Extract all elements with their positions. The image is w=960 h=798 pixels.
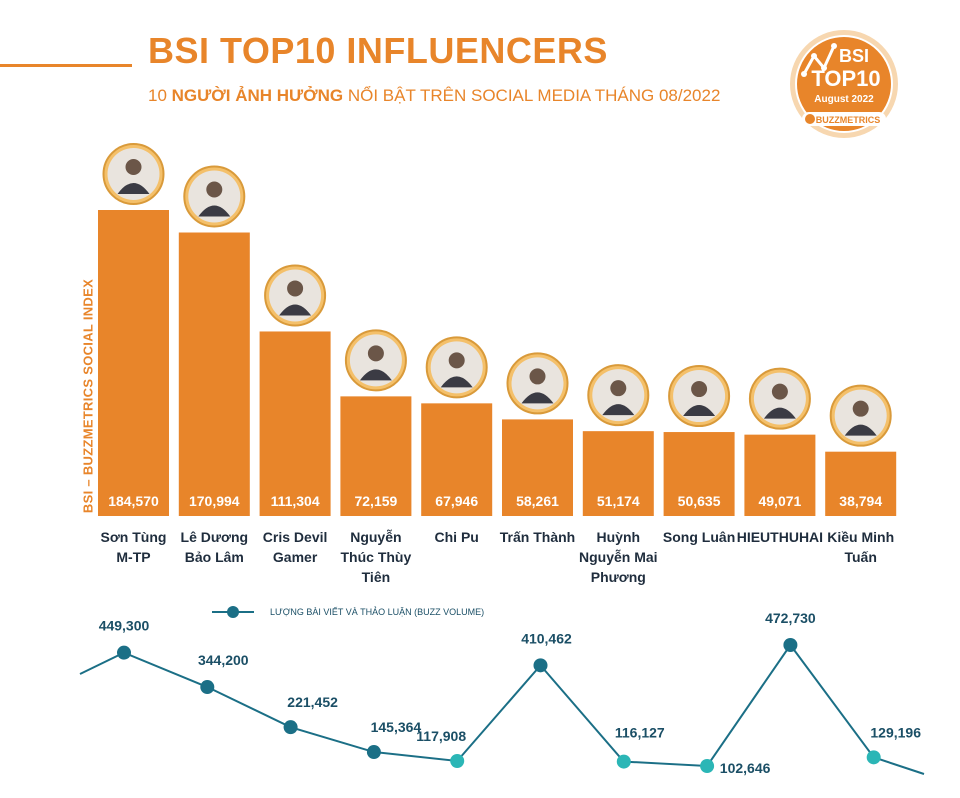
line-value-label: 410,462 bbox=[521, 630, 572, 646]
bar bbox=[582, 431, 654, 516]
category-label: Trấn Thành bbox=[500, 529, 575, 545]
bar bbox=[663, 432, 735, 516]
line-value-label: 116,127 bbox=[615, 725, 665, 741]
line-point bbox=[533, 658, 548, 673]
bar-value-label: 72,159 bbox=[354, 493, 397, 509]
line-value-label: 344,200 bbox=[198, 652, 249, 668]
line-value-label: 449,300 bbox=[99, 618, 150, 634]
portrait-icon bbox=[763, 383, 796, 419]
badge-line1: BSI bbox=[839, 46, 869, 66]
bar bbox=[340, 396, 412, 516]
title-rule bbox=[0, 64, 132, 67]
bar bbox=[744, 434, 816, 516]
category-label: Song Luân bbox=[663, 529, 735, 545]
line-point bbox=[366, 745, 381, 760]
category-label: Cris Devil bbox=[263, 529, 328, 545]
portrait-icon bbox=[117, 159, 150, 194]
category-label: Kiều Minh bbox=[827, 529, 894, 545]
line-point bbox=[283, 720, 298, 735]
avatar bbox=[264, 264, 327, 327]
bar-value-label: 111,304 bbox=[271, 493, 320, 509]
line-value-label: 472,730 bbox=[765, 610, 816, 626]
category-label: M-TP bbox=[116, 549, 150, 565]
trend-icon bbox=[802, 45, 836, 75]
buzzmetrics-logo-icon bbox=[805, 114, 815, 124]
line-point bbox=[783, 638, 798, 652]
line-lead-in bbox=[79, 651, 125, 675]
category-label: Nguyễn bbox=[350, 529, 401, 545]
bar-chart: 184,570 Sơn Tùng M-TP 170,994 Lê Dương Bảo Lâ… bbox=[98, 143, 897, 585]
bar-value-label: 38,794 bbox=[839, 493, 882, 509]
avatar bbox=[425, 336, 488, 399]
line-lead-out bbox=[873, 756, 925, 775]
category-label: Thúc Thùy bbox=[341, 549, 412, 565]
line-legend: LƯỢNG BÀI VIẾT VÀ THẢO LUẬN (BUZZ VOLUME… bbox=[212, 604, 484, 620]
avatar bbox=[344, 329, 407, 392]
bar bbox=[259, 331, 331, 516]
page-subtitle: 10 NGƯỜI ẢNH HƯỞNG NỔI BẬT TRÊN SOCIAL M… bbox=[148, 86, 720, 106]
bar bbox=[421, 403, 493, 516]
portrait-icon bbox=[359, 345, 392, 381]
line-value-label: 102,646 bbox=[720, 760, 771, 776]
category-label: Nguyễn Mai bbox=[579, 549, 658, 565]
bar-value-label: 58,261 bbox=[516, 493, 559, 509]
bar bbox=[825, 451, 897, 516]
portrait-icon bbox=[521, 368, 554, 404]
subtitle-prefix: 10 bbox=[148, 86, 172, 105]
avatar bbox=[183, 165, 246, 228]
portrait-icon bbox=[198, 181, 231, 217]
category-label: HIEUTHUHAI bbox=[737, 529, 823, 545]
line-value-label: 221,452 bbox=[287, 694, 338, 710]
subtitle-bold: NGƯỜI ẢNH HƯỞNG bbox=[171, 86, 344, 105]
category-label: Tuấn bbox=[844, 549, 876, 565]
line-value-label: 117,908 bbox=[416, 728, 466, 744]
category-label: Huỳnh bbox=[597, 529, 641, 545]
line-point bbox=[700, 759, 715, 773]
avatar bbox=[587, 364, 650, 427]
line-point bbox=[117, 645, 131, 660]
category-label: Phương bbox=[591, 569, 646, 585]
avatar bbox=[829, 384, 892, 447]
bar bbox=[178, 232, 250, 516]
category-label: Chi Pu bbox=[435, 529, 479, 545]
category-label: Bảo Lâm bbox=[185, 549, 244, 565]
portrait-icon bbox=[602, 380, 635, 416]
category-label: Sơn Tùng bbox=[101, 529, 167, 545]
badge-line3: August 2022 bbox=[814, 94, 874, 105]
portrait-icon bbox=[440, 352, 473, 388]
page-title: BSI TOP10 INFLUENCERS bbox=[148, 30, 608, 71]
line-point bbox=[866, 750, 881, 765]
line-point bbox=[450, 754, 465, 769]
bar-value-label: 184,570 bbox=[108, 493, 159, 509]
bar-value-label: 67,946 bbox=[435, 493, 478, 509]
category-label: Tiên bbox=[362, 569, 391, 585]
bar-value-label: 51,174 bbox=[597, 493, 640, 509]
line-point bbox=[200, 680, 215, 695]
line-value-label: 129,196 bbox=[870, 724, 921, 740]
bar-value-label: 170,994 bbox=[189, 493, 240, 509]
badge-brand: BUZZMETRICS bbox=[816, 115, 881, 125]
category-label: Gamer bbox=[273, 549, 318, 565]
line-value-label: 145,364 bbox=[371, 719, 422, 735]
subtitle-suffix: NỔI BẬT TRÊN SOCIAL MEDIA THÁNG 08/2022 bbox=[343, 86, 721, 105]
line-point bbox=[616, 754, 631, 769]
avatar bbox=[748, 367, 811, 430]
badge-line2: TOP10 bbox=[811, 66, 880, 91]
bar bbox=[98, 210, 169, 516]
avatar bbox=[668, 365, 731, 428]
category-label: Lê Dương bbox=[181, 529, 249, 545]
portrait-icon bbox=[683, 381, 716, 417]
legend-label: LƯỢNG BÀI VIẾT VÀ THẢO LUẬN (BUZZ VOLUME… bbox=[270, 607, 485, 617]
bar bbox=[502, 419, 573, 516]
legend-marker-icon bbox=[212, 606, 254, 618]
bar-value-label: 49,071 bbox=[758, 493, 801, 509]
buzz-volume-line bbox=[123, 643, 875, 768]
avatar bbox=[506, 352, 569, 415]
portrait-icon bbox=[279, 280, 312, 316]
avatar bbox=[102, 143, 165, 205]
bsi-top10-badge: BSI TOP10 August 2022 BUZZMETRICS bbox=[790, 30, 898, 138]
portrait-icon bbox=[844, 400, 877, 436]
bar-value-label: 50,635 bbox=[678, 493, 721, 509]
